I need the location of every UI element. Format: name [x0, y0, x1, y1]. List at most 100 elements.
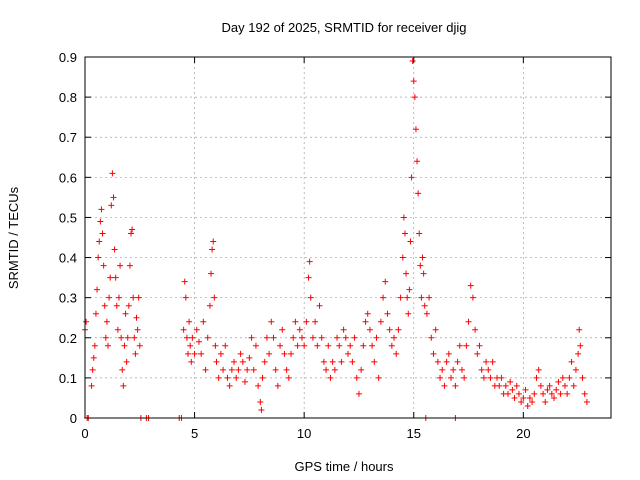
data-point [371, 358, 378, 365]
data-point [180, 326, 187, 333]
data-point [504, 390, 511, 397]
data-point [403, 270, 410, 277]
data-point [441, 382, 448, 389]
data-point [296, 326, 303, 333]
data-point [467, 282, 474, 289]
data-point [572, 366, 579, 373]
data-point [193, 326, 200, 333]
data-point [195, 338, 202, 345]
y-tick-label: 0.7 [59, 130, 77, 145]
data-point [244, 366, 251, 373]
data-point [432, 326, 439, 333]
data-point [268, 318, 275, 325]
data-point [112, 274, 119, 281]
data-point [215, 374, 222, 381]
data-point [114, 326, 121, 333]
y-tick-label: 0.1 [59, 371, 77, 386]
data-point [132, 350, 139, 357]
data-point [285, 374, 292, 381]
data-point [437, 374, 444, 381]
data-point [208, 270, 215, 277]
data-point [498, 374, 505, 381]
y-tick-label: 0.4 [59, 251, 77, 266]
data-point [553, 386, 560, 393]
data-point [548, 390, 555, 397]
data-point [496, 382, 503, 389]
y-tick-label: 0.9 [59, 50, 77, 65]
data-point [213, 358, 220, 365]
data-point [259, 374, 266, 381]
data-point [185, 350, 192, 357]
data-point [323, 366, 330, 373]
data-point [309, 334, 316, 341]
data-point [384, 310, 391, 317]
data-point [329, 358, 336, 365]
data-point [124, 334, 131, 341]
data-point [454, 358, 461, 365]
data-point [360, 342, 367, 349]
data-point [546, 382, 553, 389]
data-point [182, 294, 189, 301]
data-point [181, 278, 188, 285]
data-point [131, 334, 138, 341]
x-tick-label: 15 [407, 426, 421, 441]
data-point [183, 334, 190, 341]
data-point [522, 386, 529, 393]
data-point [483, 358, 490, 365]
data-point [529, 398, 536, 405]
data-point [533, 374, 540, 381]
data-point [102, 334, 109, 341]
data-point [306, 258, 313, 265]
y-tick-label: 0.6 [59, 170, 77, 185]
data-point [115, 294, 122, 301]
data-point [469, 294, 476, 301]
data-point [212, 342, 219, 349]
data-point [419, 254, 426, 261]
data-point [347, 342, 354, 349]
data-point [110, 194, 117, 201]
x-axis-ticks: 0 5 10 15 20 [81, 57, 531, 441]
data-point [312, 318, 319, 325]
data-point [583, 398, 590, 405]
data-point [235, 366, 242, 373]
data-point [461, 374, 468, 381]
data-point [351, 334, 358, 341]
data-point [270, 334, 277, 341]
data-point [206, 302, 213, 309]
data-point [257, 398, 264, 405]
data-point [111, 246, 118, 253]
data-point [94, 286, 101, 293]
data-point [511, 394, 518, 401]
data-point [298, 334, 305, 341]
data-point [349, 358, 356, 365]
x-tick-label: 0 [81, 426, 88, 441]
data-point [458, 366, 465, 373]
data-point [246, 354, 253, 361]
data-point [452, 382, 459, 389]
data-point [412, 126, 419, 133]
data-point [369, 342, 376, 349]
data-point [303, 318, 310, 325]
data-point [524, 402, 531, 409]
data-point [204, 334, 211, 341]
data-point [391, 334, 398, 341]
data-point [316, 302, 323, 309]
data-point [485, 366, 492, 373]
data-point [489, 358, 496, 365]
data-point [576, 326, 583, 333]
data-point [509, 386, 516, 393]
data-point [375, 374, 382, 381]
data-point [90, 354, 97, 361]
data-point [555, 378, 562, 385]
data-point [342, 334, 349, 341]
data-point [108, 202, 115, 209]
data-point [106, 294, 113, 301]
data-point [88, 382, 95, 389]
data-point [579, 374, 586, 381]
data-point [95, 254, 102, 261]
data-point [263, 334, 270, 341]
x-tick-label: 10 [297, 426, 311, 441]
data-point [428, 334, 435, 341]
data-point [288, 350, 295, 357]
